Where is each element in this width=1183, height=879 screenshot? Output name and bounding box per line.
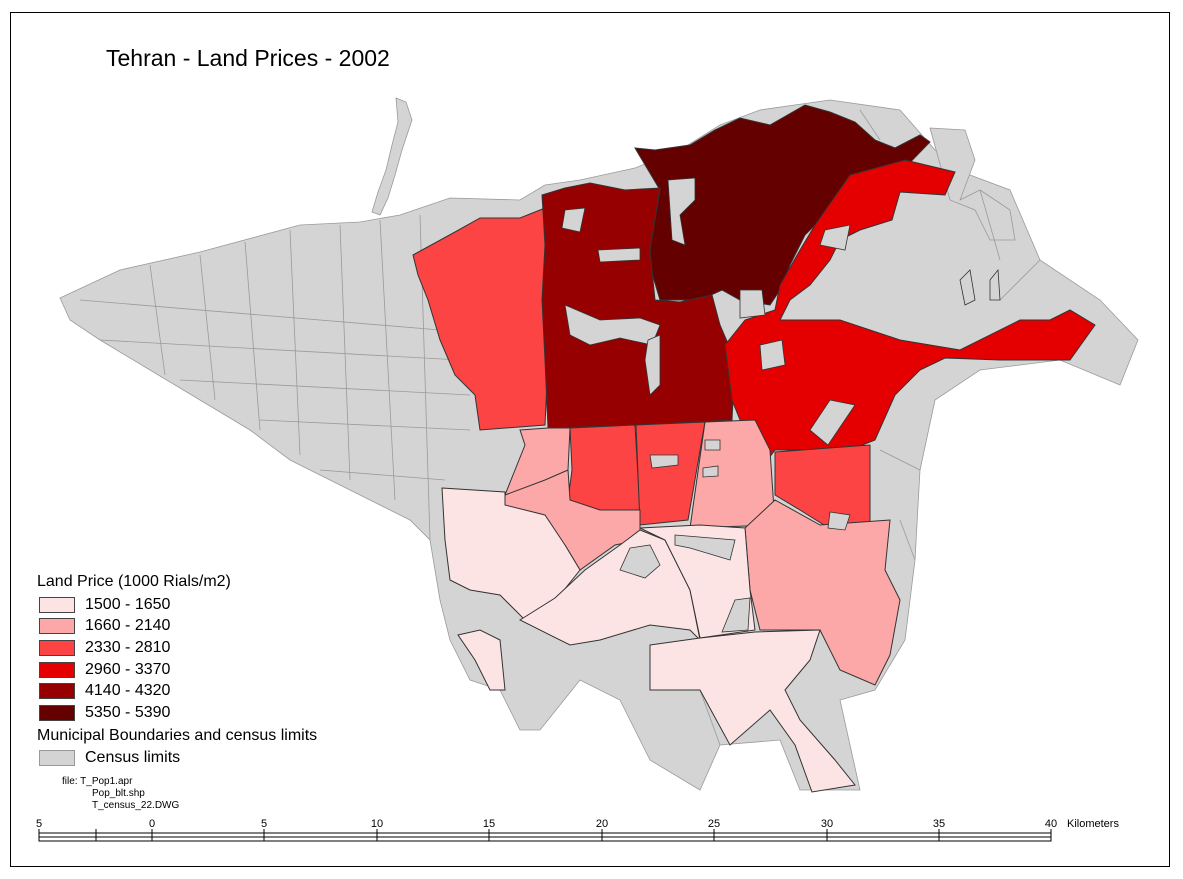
legend-label: 5350 - 5390	[85, 703, 171, 721]
zone-south-1500-1650-e	[457, 629, 506, 691]
hole-ne-4	[989, 268, 1001, 301]
file-info: file: T_Pop1.apr Pop_blt.shp T_census_22…	[62, 776, 179, 812]
hole-center-2	[644, 334, 661, 396]
legend-label: 1500 - 1650	[85, 595, 171, 613]
zone-southwest-1660-2140	[504, 427, 571, 496]
legend-label: 4140 - 4320	[85, 682, 171, 700]
legend-item: 4140 - 4320	[37, 680, 317, 702]
legend-swatch-6	[39, 704, 75, 721]
scale-tick-label: 0	[148, 818, 156, 830]
hole-west-1	[561, 207, 586, 233]
zone-southeast-1660-2140	[744, 499, 901, 686]
zone-northcentral-4140-4320	[541, 182, 736, 429]
zone-northeast-2960-3370	[724, 159, 1096, 471]
legend-item: 1660 - 2140	[37, 616, 317, 638]
legend-label: 2960 - 3370	[85, 660, 171, 678]
legend-item: 5350 - 5390	[37, 702, 317, 724]
hole-ne-5	[819, 224, 851, 251]
legend-swatch-2	[39, 618, 75, 635]
hole-center-5	[702, 465, 719, 478]
scale-unit-label: Kilometers	[1067, 818, 1119, 830]
legend-label-census: Census limits	[85, 749, 181, 767]
hole-ne-2	[809, 399, 856, 446]
hole-north-1	[667, 177, 696, 246]
legend-swatch-4	[39, 661, 75, 678]
legend-item: 2330 - 2810	[37, 637, 317, 659]
legend-swatch-5	[39, 683, 75, 700]
file-info-line: T_census_22.DWG	[92, 800, 180, 811]
scale-tick-label: 30	[820, 818, 834, 830]
legend-item: 1500 - 1650	[37, 594, 317, 616]
hole-center-4	[704, 439, 721, 451]
scale-tick-label: 5	[260, 818, 268, 830]
hole-north-2	[739, 289, 766, 319]
zone-center-2330-2810-b	[635, 421, 706, 526]
scale-tick-label: 20	[595, 818, 609, 830]
census-river-strip	[371, 97, 413, 216]
file-info-line: Pop_blt.shp	[92, 788, 145, 799]
legend-swatch-census	[39, 750, 75, 767]
legend-title: Land Price (1000 Rials/m2)	[37, 573, 231, 590]
scale-tick-label: 10	[370, 818, 384, 830]
census-northeast-strip	[929, 127, 1016, 241]
legend-label: 1660 - 2140	[85, 617, 171, 635]
hole-east-1	[827, 511, 851, 531]
hole-south-2	[619, 544, 661, 579]
hole-ne-3	[959, 269, 976, 306]
legend-swatch-3	[39, 639, 75, 656]
legend-swatch-1	[39, 596, 75, 613]
zone-center-2330-2810-a	[567, 424, 641, 511]
file-info-line: file: T_Pop1.apr	[62, 776, 133, 787]
legend-item-census: Census limits	[37, 748, 317, 770]
scale-tick-label: 40	[1044, 818, 1058, 830]
zone-holes	[561, 177, 1001, 633]
scale-tick-label: 5	[35, 818, 43, 830]
legend-label: 2330 - 2810	[85, 638, 171, 656]
legend-boundaries-title: Municipal Boundaries and census limits	[37, 726, 318, 744]
hole-ne-1	[759, 339, 786, 371]
legend-item: 2960 - 3370	[37, 659, 317, 681]
map-title: Tehran - Land Prices - 2002	[106, 45, 390, 71]
land-price-zones	[412, 104, 1096, 793]
zone-south-1500-1650-d	[649, 629, 856, 793]
hole-center-3	[649, 454, 679, 469]
hole-south-3	[721, 597, 751, 633]
hole-west-2	[597, 247, 641, 263]
scale-tick-label: 25	[707, 818, 721, 830]
census-grid-lines	[79, 109, 1041, 746]
legend: Land Price (1000 Rials/m2) 1500 - 1650 1…	[37, 572, 317, 769]
scale-tick-label: 35	[932, 818, 946, 830]
scale-tick-label: 15	[482, 818, 496, 830]
hole-south-1	[674, 534, 736, 561]
scale-bar	[38, 829, 1052, 842]
